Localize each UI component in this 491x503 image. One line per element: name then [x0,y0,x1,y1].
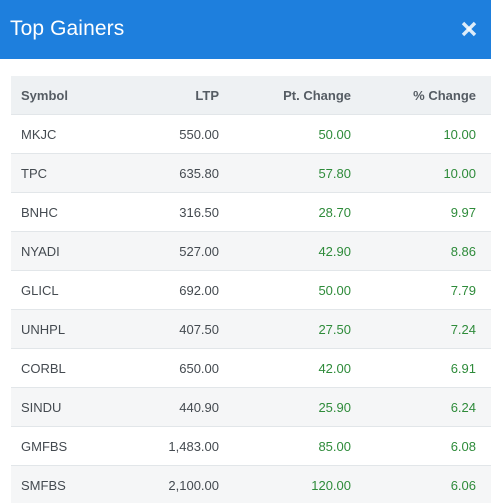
cell-ltp: 407.50 [117,309,219,349]
cell-symbol: SINDU [11,387,117,427]
table-row[interactable]: SMFBS 2,100.00 120.00 6.06 [11,465,491,503]
cell-pct-change: 9.97 [351,192,491,232]
table-row[interactable]: UNHPL 407.50 27.50 7.24 [11,309,491,349]
table-header-row: Symbol LTP Pt. Change % Change [11,76,491,115]
cell-pct-change: 7.24 [351,309,491,349]
cell-symbol: TPC [11,153,117,193]
cell-pct-change: 6.91 [351,348,491,388]
cell-symbol: MKJC [11,114,117,154]
table-row[interactable]: TPC 635.80 57.80 10.00 [11,153,491,193]
cell-symbol: BNHC [11,192,117,232]
cell-pt-change: 42.00 [219,348,351,388]
column-header-symbol[interactable]: Symbol [11,76,117,115]
gainers-table: Symbol LTP Pt. Change % Change MKJC 550.… [11,76,491,503]
table-row[interactable]: GLICL 692.00 50.00 7.79 [11,270,491,310]
modal-header: Top Gainers [0,0,491,59]
cell-ltp: 316.50 [117,192,219,232]
cell-pt-change: 25.90 [219,387,351,427]
cell-ltp: 527.00 [117,231,219,271]
cell-symbol: GMFBS [11,426,117,466]
cell-pct-change: 7.79 [351,270,491,310]
cell-symbol: SMFBS [11,465,117,503]
column-header-pct-change[interactable]: % Change [351,76,491,115]
table-row[interactable]: SINDU 440.90 25.90 6.24 [11,387,491,427]
cell-pt-change: 85.00 [219,426,351,466]
cell-symbol: CORBL [11,348,117,388]
column-header-ltp[interactable]: LTP [117,76,219,115]
table-row[interactable]: MKJC 550.00 50.00 10.00 [11,114,491,154]
table-row[interactable]: GMFBS 1,483.00 85.00 6.08 [11,426,491,466]
close-icon [461,21,477,37]
modal-title: Top Gainers [10,17,125,40]
column-header-pt-change[interactable]: Pt. Change [219,76,351,115]
gainers-table-container: Symbol LTP Pt. Change % Change MKJC 550.… [11,76,491,503]
cell-ltp: 692.00 [117,270,219,310]
cell-ltp: 440.90 [117,387,219,427]
table-row[interactable]: BNHC 316.50 28.70 9.97 [11,192,491,232]
cell-symbol: GLICL [11,270,117,310]
cell-pt-change: 57.80 [219,153,351,193]
cell-ltp: 650.00 [117,348,219,388]
cell-ltp: 2,100.00 [117,465,219,503]
cell-pt-change: 27.50 [219,309,351,349]
table-row[interactable]: CORBL 650.00 42.00 6.91 [11,348,491,388]
table-row[interactable]: NYADI 527.00 42.90 8.86 [11,231,491,271]
cell-pct-change: 6.24 [351,387,491,427]
cell-pct-change: 6.06 [351,465,491,503]
cell-ltp: 550.00 [117,114,219,154]
cell-pt-change: 42.90 [219,231,351,271]
cell-pct-change: 10.00 [351,153,491,193]
cell-pct-change: 10.00 [351,114,491,154]
cell-pt-change: 120.00 [219,465,351,503]
close-button[interactable] [459,19,479,39]
cell-pt-change: 50.00 [219,114,351,154]
cell-pt-change: 28.70 [219,192,351,232]
cell-ltp: 1,483.00 [117,426,219,466]
cell-symbol: NYADI [11,231,117,271]
cell-symbol: UNHPL [11,309,117,349]
cell-pct-change: 8.86 [351,231,491,271]
cell-pt-change: 50.00 [219,270,351,310]
cell-ltp: 635.80 [117,153,219,193]
cell-pct-change: 6.08 [351,426,491,466]
